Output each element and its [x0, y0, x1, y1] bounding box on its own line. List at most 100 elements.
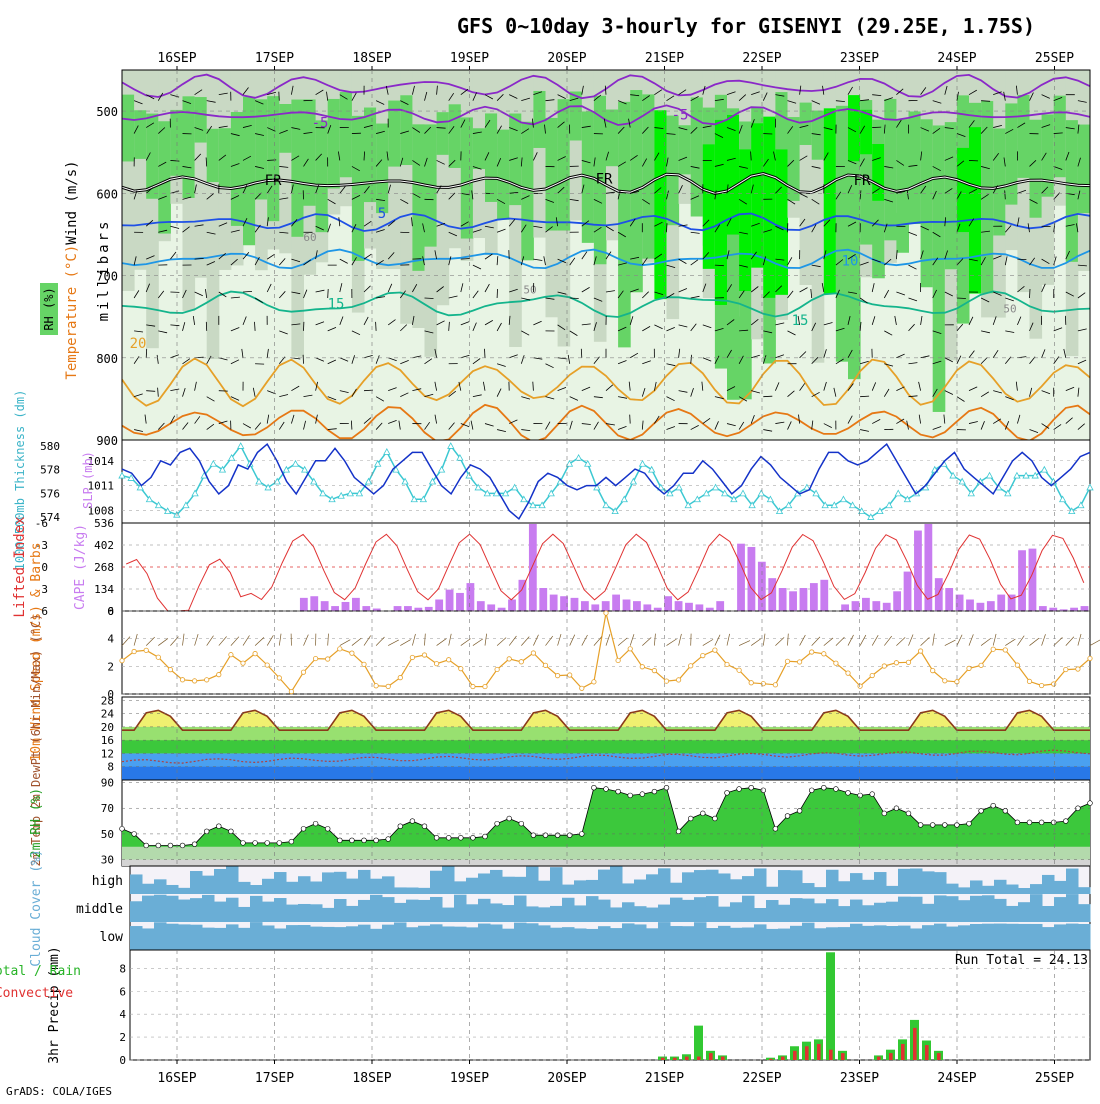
cloud-bar: [166, 896, 179, 922]
rh-fill-green: [364, 108, 377, 203]
cloud-bar: [1030, 884, 1043, 894]
cloud-bar: [154, 879, 167, 894]
cloud-bar: [598, 900, 611, 922]
cape-bar: [841, 604, 849, 611]
cloud-bar: [994, 899, 1007, 922]
rh2m-point: [640, 792, 645, 797]
rh-fill-green: [461, 117, 474, 238]
cloud-bar: [394, 922, 407, 950]
rh2m-point: [664, 785, 669, 790]
cloud-bar: [766, 887, 779, 894]
pressure-title: millibars: [96, 219, 112, 322]
cloud-bar: [166, 924, 179, 950]
cloud-bar: [982, 886, 995, 894]
rh-fill-green: [800, 103, 813, 145]
wind-speed-point: [652, 668, 656, 672]
wind-speed-point: [979, 663, 983, 667]
cloud-bar: [1078, 887, 1091, 894]
cape-bar: [643, 604, 651, 611]
cloud-bar: [790, 870, 803, 894]
rh2m-point: [797, 808, 802, 813]
dew-band-lower: [122, 767, 1090, 780]
isotherm-label: -5: [312, 116, 329, 132]
wind-speed-point: [495, 667, 499, 671]
cape-bar: [591, 604, 599, 611]
li-title: Lifted Index: [12, 516, 28, 617]
cape-bar: [550, 595, 558, 611]
rh2m-point: [386, 837, 391, 842]
rh2m-axis-title: 2m RH (%): [29, 788, 44, 858]
rh-contour-label: 60: [303, 231, 316, 244]
footer-credit: GrADS: COLA/IGES: [6, 1085, 112, 1098]
wind-barb: [279, 92, 280, 101]
cloud-bar: [178, 888, 191, 894]
cape-bar: [321, 601, 329, 611]
cloud-bar: [1054, 881, 1067, 894]
wind-speed-point: [1015, 663, 1019, 667]
cloud-bar: [430, 924, 443, 950]
cloud-bar: [970, 924, 983, 950]
rh-fill-bright: [654, 110, 667, 299]
wind-speed-point: [858, 684, 862, 688]
cloud-bar: [310, 882, 323, 894]
wind-speed-point: [701, 653, 705, 657]
cape-bar: [935, 578, 943, 611]
rh-fill-green: [158, 121, 171, 233]
cloud-bar: [250, 885, 263, 894]
cloud-bar: [646, 874, 659, 894]
cloud-axis-title: Cloud Cover (%): [29, 849, 44, 966]
cape-bar: [945, 588, 953, 611]
rh2m-point: [350, 838, 355, 843]
precip-convective-bar: [805, 1046, 809, 1060]
cloud-bar: [406, 927, 419, 950]
wind-speed-point: [689, 664, 693, 668]
wind-speed-point: [834, 661, 838, 665]
cloud-bar: [514, 923, 527, 950]
cloud-bar: [1030, 924, 1043, 950]
cloud-bar: [958, 887, 971, 894]
cloud-bar: [478, 924, 491, 950]
cloud-bar: [250, 896, 263, 922]
ytick-precip: 2: [119, 1031, 126, 1044]
cloud-level-label: middle: [76, 902, 123, 917]
date-label-bottom: 16SEP: [157, 1071, 196, 1086]
wind-speed-point: [447, 658, 451, 662]
precip-convective-bar: [769, 1059, 773, 1060]
wind-speed-point: [737, 668, 741, 672]
cloud-bar: [922, 925, 935, 950]
cloud-bar: [586, 929, 599, 950]
wind-speed-point: [434, 661, 438, 665]
cape-bar: [748, 547, 756, 611]
cloud-bar: [850, 900, 863, 922]
rh-contour-label: 50: [1003, 303, 1016, 316]
rh2m-point: [1063, 819, 1068, 824]
rh-fill-green: [473, 128, 486, 169]
cloud-bar: [322, 872, 335, 894]
cloud-bar: [310, 927, 323, 950]
precip-convective-bar: [793, 1051, 797, 1060]
wind-speed-point: [882, 664, 886, 668]
cloud-bar: [142, 884, 155, 894]
wind-barb: [630, 415, 631, 424]
cloud-bar: [658, 905, 671, 922]
ytick-rh2m: 50: [101, 828, 114, 841]
cloud-bar: [382, 897, 395, 922]
wind-speed-point: [555, 673, 559, 677]
wind-speed-point: [991, 647, 995, 651]
cape-bar: [966, 600, 974, 611]
precip-panel-frame: [130, 950, 1090, 1060]
wind-speed-point: [943, 679, 947, 683]
cloud-bar: [946, 927, 959, 950]
cloud-bar: [802, 899, 815, 922]
cloud-bar: [1018, 902, 1031, 922]
cloud-bar: [226, 898, 239, 922]
rh-fill-grey: [134, 70, 147, 270]
ytick-precip: 8: [119, 962, 126, 975]
rh-fill-grey: [509, 70, 522, 347]
rh-fill-green: [533, 91, 546, 148]
cloud-bar: [790, 926, 803, 950]
rh-fill-grey: [388, 70, 401, 269]
cloud-bar: [754, 924, 767, 950]
rh-fill-green: [1054, 96, 1067, 178]
precip-convective-bar: [901, 1044, 905, 1060]
